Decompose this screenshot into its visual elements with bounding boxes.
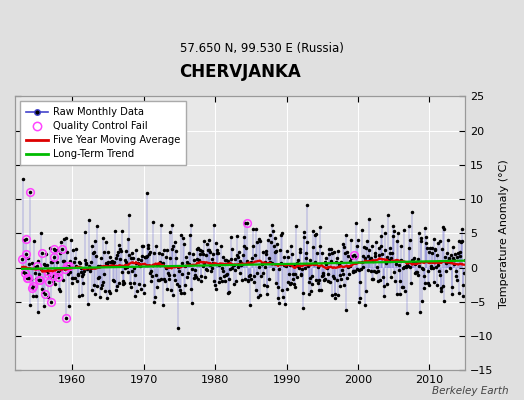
Text: 57.650 N, 99.530 E (Russia): 57.650 N, 99.530 E (Russia) [180, 42, 344, 55]
Y-axis label: Temperature Anomaly (°C): Temperature Anomaly (°C) [499, 159, 509, 308]
Title: CHERVJANKA: CHERVJANKA [179, 63, 301, 81]
Text: Berkeley Earth: Berkeley Earth [432, 386, 508, 396]
Legend: Raw Monthly Data, Quality Control Fail, Five Year Moving Average, Long-Term Tren: Raw Monthly Data, Quality Control Fail, … [20, 102, 187, 166]
